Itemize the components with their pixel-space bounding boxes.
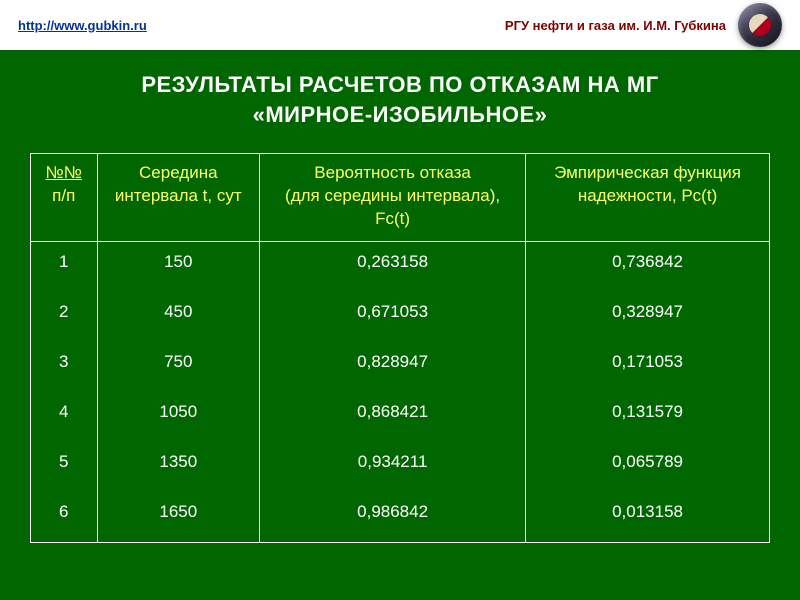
table-cell: 0,328947 — [526, 292, 770, 342]
table-cell: 0,171053 — [526, 342, 770, 392]
logo-inner — [749, 14, 771, 36]
header-right: РГУ нефти и газа им. И.М. Губкина — [505, 3, 782, 47]
title-line-1: РЕЗУЛЬТАТЫ РАСЧЕТОВ ПО ОТКАЗАМ НА МГ — [141, 72, 658, 97]
table-cell: 3 — [31, 342, 98, 392]
table-body: 11500,2631580,73684224500,6710530,328947… — [31, 242, 770, 543]
results-table: №№ п/п Середина интервала t, сут Вероятн… — [30, 153, 770, 543]
table-cell: 0,263158 — [260, 242, 526, 293]
table-cell: 0,986842 — [260, 492, 526, 543]
header-bar: http://www.gubkin.ru РГУ нефти и газа им… — [0, 0, 800, 50]
site-url-link[interactable]: http://www.gubkin.ru — [18, 18, 147, 33]
table-cell: 5 — [31, 442, 98, 492]
table-row: 37500,8289470,171053 — [31, 342, 770, 392]
table-row: 11500,2631580,736842 — [31, 242, 770, 293]
table-cell: 1 — [31, 242, 98, 293]
slide-title: РЕЗУЛЬТАТЫ РАСЧЕТОВ ПО ОТКАЗАМ НА МГ «МИ… — [30, 70, 770, 129]
slide-body: РЕЗУЛЬТАТЫ РАСЧЕТОВ ПО ОТКАЗАМ НА МГ «МИ… — [0, 50, 800, 600]
col-header-number: №№ п/п — [31, 154, 98, 242]
table-cell: 0,013158 — [526, 492, 770, 543]
table-row: 616500,9868420,013158 — [31, 492, 770, 543]
table-header-row: №№ п/п Середина интервала t, сут Вероятн… — [31, 154, 770, 242]
table-cell: 1650 — [97, 492, 260, 543]
table-cell: 0,736842 — [526, 242, 770, 293]
table-cell: 450 — [97, 292, 260, 342]
title-line-2: «МИРНОЕ-ИЗОБИЛЬНОЕ» — [253, 102, 548, 127]
table-cell: 0,828947 — [260, 342, 526, 392]
table-cell: 750 — [97, 342, 260, 392]
table-row: 410500,8684210,131579 — [31, 392, 770, 442]
table-cell: 1350 — [97, 442, 260, 492]
col-header-fc: Вероятность отказа (для середины интерва… — [260, 154, 526, 242]
table-cell: 4 — [31, 392, 98, 442]
table-cell: 0,868421 — [260, 392, 526, 442]
logo-icon — [738, 3, 782, 47]
table-cell: 150 — [97, 242, 260, 293]
col-header-pc: Эмпирическая функция надежности, Pc(t) — [526, 154, 770, 242]
table-row: 24500,6710530,328947 — [31, 292, 770, 342]
table-cell: 0,671053 — [260, 292, 526, 342]
table-row: 513500,9342110,065789 — [31, 442, 770, 492]
table-cell: 0,065789 — [526, 442, 770, 492]
table-cell: 0,131579 — [526, 392, 770, 442]
org-name: РГУ нефти и газа им. И.М. Губкина — [505, 18, 726, 33]
table-cell: 2 — [31, 292, 98, 342]
table-cell: 6 — [31, 492, 98, 543]
table-cell: 0,934211 — [260, 442, 526, 492]
table-cell: 1050 — [97, 392, 260, 442]
col-header-interval: Середина интервала t, сут — [97, 154, 260, 242]
